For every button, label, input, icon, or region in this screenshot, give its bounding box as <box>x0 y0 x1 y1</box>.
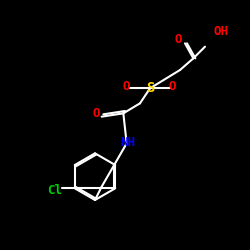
Text: OH: OH <box>213 25 228 38</box>
Text: O: O <box>169 80 176 92</box>
Text: S: S <box>146 81 154 95</box>
Text: Cl: Cl <box>48 184 62 196</box>
Text: O: O <box>174 33 182 46</box>
Text: NH: NH <box>120 136 135 149</box>
Text: O: O <box>123 80 130 92</box>
Text: O: O <box>92 107 100 120</box>
